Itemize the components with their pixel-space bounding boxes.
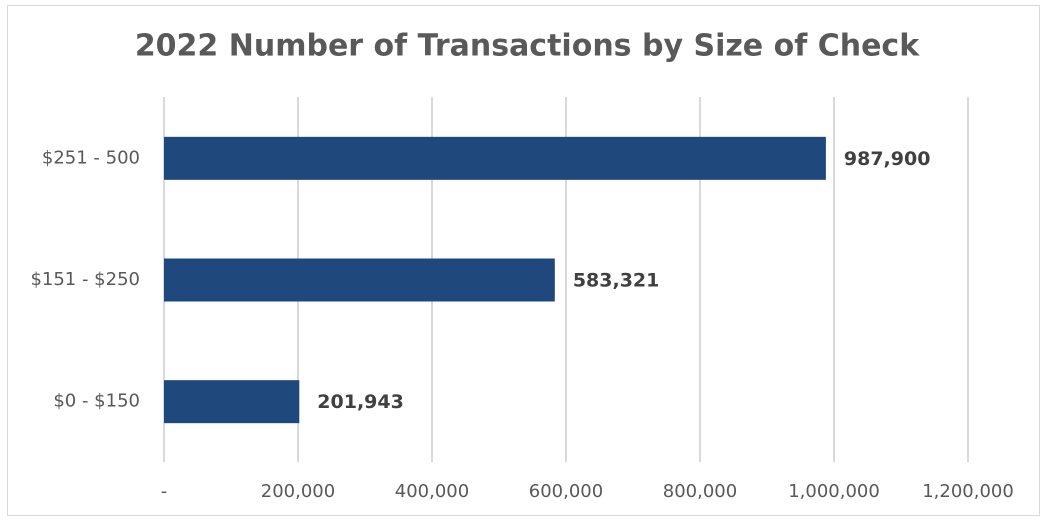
data-label: 583,321 [573,270,660,292]
x-tick-label: 600,000 [529,481,603,502]
data-label: 987,900 [844,148,931,170]
y-tick-label: $0 - $150 [53,391,140,412]
x-tick-label: 800,000 [663,481,737,502]
x-tick-label: - [161,481,168,502]
x-tick-label: 400,000 [395,481,469,502]
bar [164,136,826,180]
bar [164,380,300,424]
data-label: 201,943 [317,391,404,413]
x-tick-label: 200,000 [261,481,335,502]
bar [164,258,555,302]
y-tick-label: $251 - 500 [42,147,140,168]
x-tick-label: 1,200,000 [922,481,1014,502]
chart-title: 2022 Number of Transactions by Size of C… [135,29,920,64]
x-tick-label: 1,000,000 [788,481,880,502]
y-tick-label: $151 - $250 [30,269,140,290]
